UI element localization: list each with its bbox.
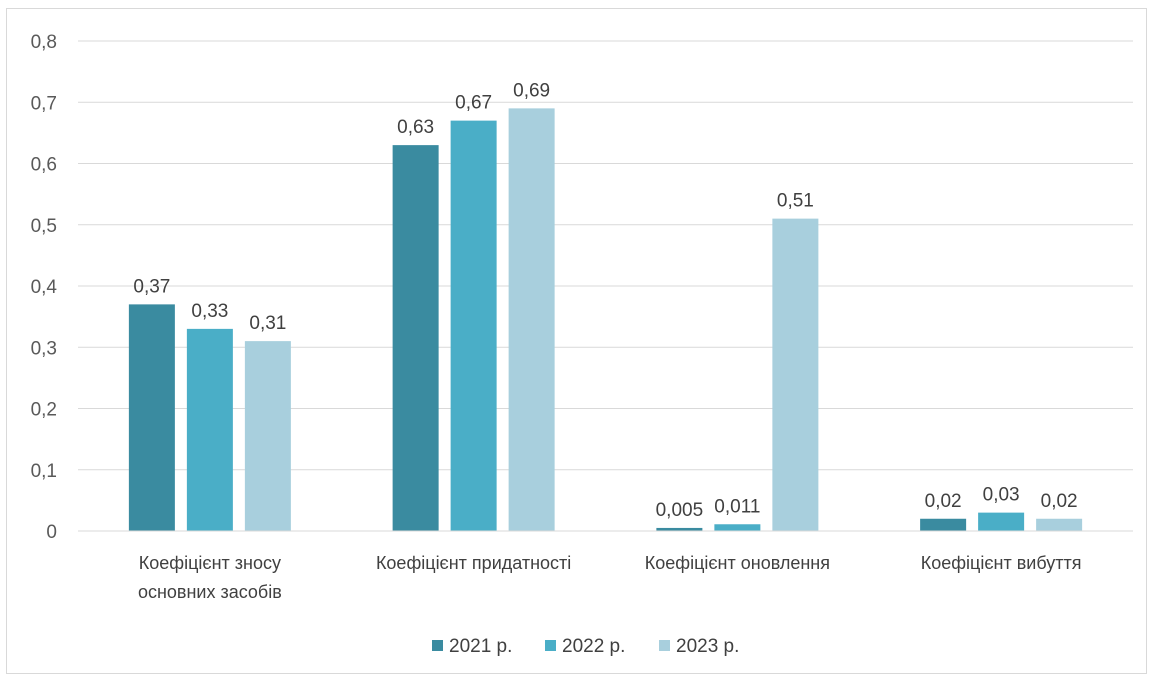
y-tick-label: 0,1 bbox=[31, 461, 57, 482]
x-tick-label: основних засобів bbox=[138, 582, 282, 602]
bar bbox=[508, 108, 555, 531]
y-tick-label: 0,2 bbox=[31, 400, 57, 421]
data-label: 0,63 bbox=[397, 117, 434, 138]
x-axis: Коефіцієнт зносу основних засобів Коефіціє… bbox=[78, 530, 1133, 602]
data-label: 0,67 bbox=[455, 93, 492, 114]
legend-item: 2023 р. bbox=[659, 636, 739, 657]
y-axis: 0 0,1 0,2 0,3 0,4 0,5 0,6 0,7 0,8 bbox=[31, 32, 58, 543]
data-label: 0,02 bbox=[925, 491, 962, 512]
legend-label: 2022 р. bbox=[562, 636, 625, 657]
data-label: 0,02 bbox=[1041, 491, 1078, 512]
legend-item: 2022 р. bbox=[545, 636, 625, 657]
bar bbox=[244, 341, 291, 531]
x-tick-label: Коефіцієнт придатності bbox=[376, 553, 571, 573]
bar bbox=[1036, 518, 1083, 531]
legend-swatch bbox=[659, 640, 670, 651]
data-label: 0,37 bbox=[133, 276, 170, 297]
data-label: 0,33 bbox=[191, 301, 228, 322]
y-tick-label: 0,7 bbox=[31, 93, 57, 114]
x-tick-label: Коефіцієнт оновлення bbox=[645, 553, 830, 573]
y-tick-label: 0,3 bbox=[31, 338, 57, 359]
bar bbox=[656, 527, 703, 531]
legend-label: 2021 р. bbox=[449, 636, 512, 657]
data-label: 0,011 bbox=[714, 496, 760, 517]
bar bbox=[392, 145, 439, 531]
data-label: 0,69 bbox=[513, 80, 550, 101]
gridlines bbox=[78, 40, 1133, 532]
bar bbox=[978, 512, 1025, 531]
data-label: 0,005 bbox=[656, 500, 704, 521]
y-tick-label: 0 bbox=[46, 522, 57, 543]
bar bbox=[714, 524, 761, 531]
x-tick-label: Коефіцієнт зносу bbox=[139, 553, 281, 573]
y-tick-label: 0,5 bbox=[31, 216, 57, 237]
data-label: 0,31 bbox=[249, 313, 286, 334]
bar bbox=[450, 120, 497, 531]
bar bbox=[186, 328, 233, 531]
y-tick-label: 0,4 bbox=[31, 277, 58, 298]
legend-swatch bbox=[545, 640, 556, 651]
legend-item: 2021 р. bbox=[432, 636, 512, 657]
y-tick-label: 0,6 bbox=[31, 155, 57, 176]
y-tick-label: 0,8 bbox=[31, 32, 57, 53]
legend-label: 2023 р. bbox=[676, 636, 739, 657]
legend: 2021 р. 2022 р. 2023 р. bbox=[432, 636, 739, 657]
x-tick-label: Коефіцієнт вибуття bbox=[921, 553, 1082, 573]
data-labels: 0,37 0,33 0,31 0,63 0,67 0,69 0,005 0,011 0,51 0,… bbox=[133, 80, 1077, 521]
data-label: 0,03 bbox=[983, 485, 1020, 506]
bars bbox=[128, 108, 1083, 531]
bar bbox=[920, 518, 967, 531]
data-label: 0,51 bbox=[777, 191, 814, 212]
bar bbox=[772, 218, 819, 531]
bar bbox=[128, 304, 175, 531]
legend-swatch bbox=[432, 640, 443, 651]
